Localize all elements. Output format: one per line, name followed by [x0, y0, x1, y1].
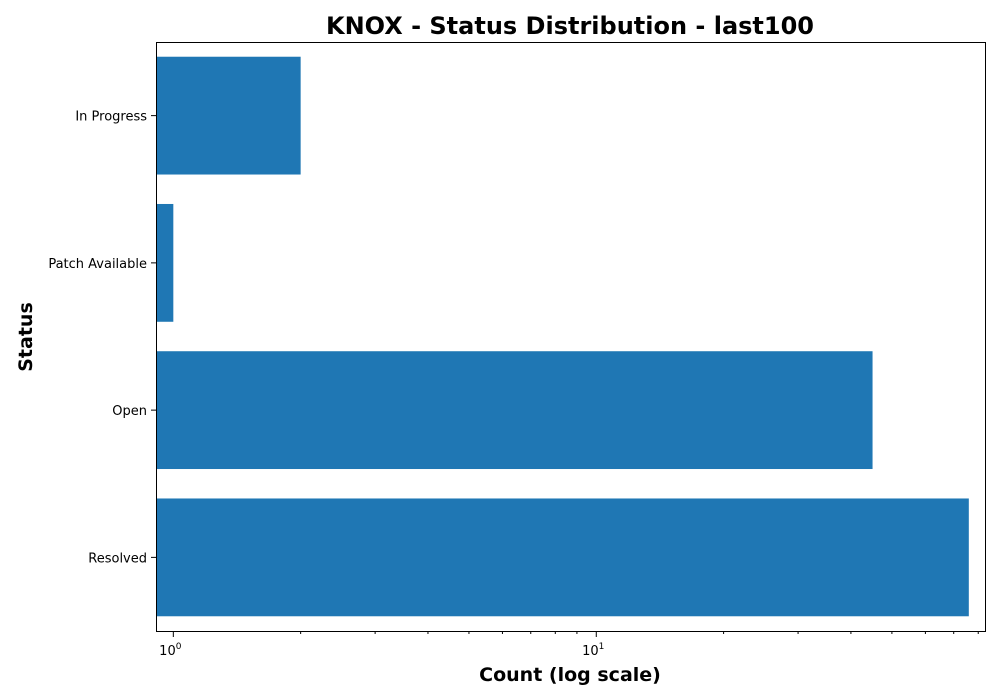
chart-title: KNOX - Status Distribution - last100	[326, 12, 814, 40]
bar-in-progress	[156, 56, 301, 175]
x-axis-ticks: 100 101	[159, 631, 979, 659]
bar-open	[156, 351, 873, 470]
y-axis-label: Status	[15, 302, 37, 372]
x-tick-label: 100	[159, 642, 182, 659]
x-tick-label: 101	[582, 642, 604, 659]
bar-patch-available	[156, 203, 174, 322]
y-tick-label: Patch Available	[48, 257, 147, 272]
y-tick-label: Open	[112, 404, 147, 419]
bars-group	[156, 56, 969, 617]
y-tick-label: In Progress	[75, 110, 147, 125]
y-axis-ticks: In Progress Patch Available Open Resolved	[48, 110, 156, 566]
x-axis-label: Count (log scale)	[479, 664, 661, 686]
plot-frame	[156, 42, 986, 632]
bar-resolved	[156, 498, 969, 617]
y-tick-label: Resolved	[88, 551, 147, 566]
